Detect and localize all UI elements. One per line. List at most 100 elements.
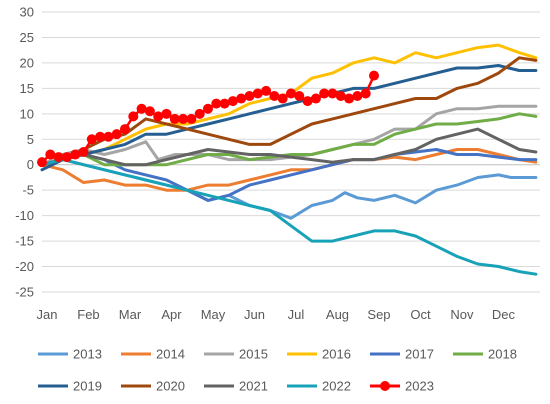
legend: 2013 2014 2015 2016 2017 2018 2019 2020 2021 2022… <box>38 347 517 394</box>
data-point-2023 <box>186 113 197 124</box>
data-point-2023 <box>120 124 130 135</box>
data-point-2023 <box>286 88 296 99</box>
x-tick-label: Aug <box>326 307 349 322</box>
x-tick-label: Oct <box>410 307 431 322</box>
data-point-2023 <box>161 108 172 119</box>
data-point-2023 <box>178 113 189 124</box>
y-tick-label: 0 <box>27 157 34 172</box>
data-point-2023 <box>37 157 47 168</box>
x-tick-label: Sep <box>367 307 390 322</box>
series-2013 <box>40 158 538 220</box>
data-point-2023 <box>335 91 346 101</box>
series-line-2014 <box>40 148 538 192</box>
legend-label: 2023 <box>405 379 434 394</box>
legend-item-2023: 2023 <box>370 379 434 394</box>
legend-item-2018: 2018 <box>453 347 517 362</box>
data-point-2023 <box>111 129 122 140</box>
legend-item-2020: 2020 <box>121 379 185 394</box>
legend-label: 2018 <box>488 347 517 362</box>
data-point-2023 <box>136 103 147 114</box>
data-point-2023 <box>294 91 305 101</box>
data-point-2023 <box>252 88 263 99</box>
legend-label: 2013 <box>73 347 102 362</box>
series-line-2022 <box>40 158 538 276</box>
legend-item-2014: 2014 <box>121 347 185 362</box>
data-point-2023 <box>310 93 321 104</box>
series-2017 <box>40 148 538 202</box>
data-point-2023 <box>344 93 355 104</box>
y-tick-label: -15 <box>15 234 34 249</box>
y-tick-label: 10 <box>20 106 34 121</box>
legend-item-2013: 2013 <box>38 347 102 362</box>
y-axis-tick-labels: 30 25 20 15 10 5 0 -5 -10 -15 -20 -25 <box>15 5 34 300</box>
legend-item-2021: 2021 <box>204 379 268 394</box>
x-tick-label: Jan <box>36 307 57 322</box>
series-line-2017 <box>40 148 538 202</box>
data-point-2023 <box>95 131 106 142</box>
data-point-2023 <box>45 149 56 160</box>
data-point-2023 <box>261 85 272 96</box>
series-2019 <box>40 64 538 172</box>
data-point-2023 <box>61 152 72 163</box>
x-tick-label: Mar <box>119 307 142 322</box>
data-point-2023 <box>128 111 139 122</box>
x-tick-label: Jul <box>288 307 305 322</box>
data-point-2023 <box>277 93 288 104</box>
series-2020 <box>40 56 538 167</box>
data-point-2023 <box>70 149 81 160</box>
data-point-2023 <box>103 131 114 142</box>
legend-item-2022: 2022 <box>287 379 351 394</box>
data-point-2023 <box>194 108 205 119</box>
series-2014 <box>40 148 538 192</box>
data-point-2023 <box>211 98 222 109</box>
data-point-2023 <box>219 98 230 109</box>
y-tick-label: -20 <box>15 259 34 274</box>
data-point-2023 <box>352 91 363 101</box>
data-point-2023 <box>236 93 247 104</box>
data-point-2023 <box>169 113 180 124</box>
legend-item-2017: 2017 <box>370 347 434 362</box>
series-line-2020 <box>40 56 538 167</box>
legend-item-2015: 2015 <box>204 347 268 362</box>
y-tick-label: 5 <box>27 132 34 147</box>
data-point-2023 <box>53 152 64 163</box>
y-tick-label: 20 <box>20 55 34 70</box>
data-point-2023 <box>203 103 213 114</box>
data-point-2023 <box>319 88 330 99</box>
legend-item-2016: 2016 <box>287 347 351 362</box>
x-tick-label: May <box>201 307 226 322</box>
data-point-2023 <box>86 134 97 145</box>
series-line-2019 <box>40 64 538 172</box>
series-2023 <box>37 70 379 168</box>
y-tick-label: -10 <box>15 208 34 223</box>
legend-label: 2020 <box>156 379 185 394</box>
legend-label: 2017 <box>405 347 434 362</box>
legend-label: 2016 <box>322 347 351 362</box>
x-tick-label: Feb <box>77 307 99 322</box>
x-tick-label: Nov <box>450 307 474 322</box>
y-tick-label: 30 <box>20 5 34 20</box>
data-point-2023 <box>153 111 164 122</box>
series-line-2021 <box>40 127 538 167</box>
series-2015 <box>40 104 538 167</box>
data-point-2023 <box>327 88 338 99</box>
legend-marker <box>380 381 390 391</box>
data-point-2023 <box>360 88 371 99</box>
y-tick-label: 25 <box>20 30 34 45</box>
data-point-2023 <box>78 147 89 157</box>
x-tick-label: Jun <box>244 307 265 322</box>
x-tick-label: Apr <box>161 307 182 322</box>
data-point-2023 <box>227 96 238 107</box>
legend-label: 2022 <box>322 379 351 394</box>
data-point-2023 <box>302 96 313 107</box>
legend-label: 2014 <box>156 347 185 362</box>
y-tick-label: 15 <box>20 81 34 96</box>
data-point-2023 <box>244 91 255 101</box>
y-tick-label: -25 <box>15 285 34 300</box>
series-line-2015 <box>40 104 538 167</box>
y-tick-label: -5 <box>22 183 34 198</box>
data-point-2023 <box>144 106 155 117</box>
x-tick-label: Dec <box>492 307 516 322</box>
